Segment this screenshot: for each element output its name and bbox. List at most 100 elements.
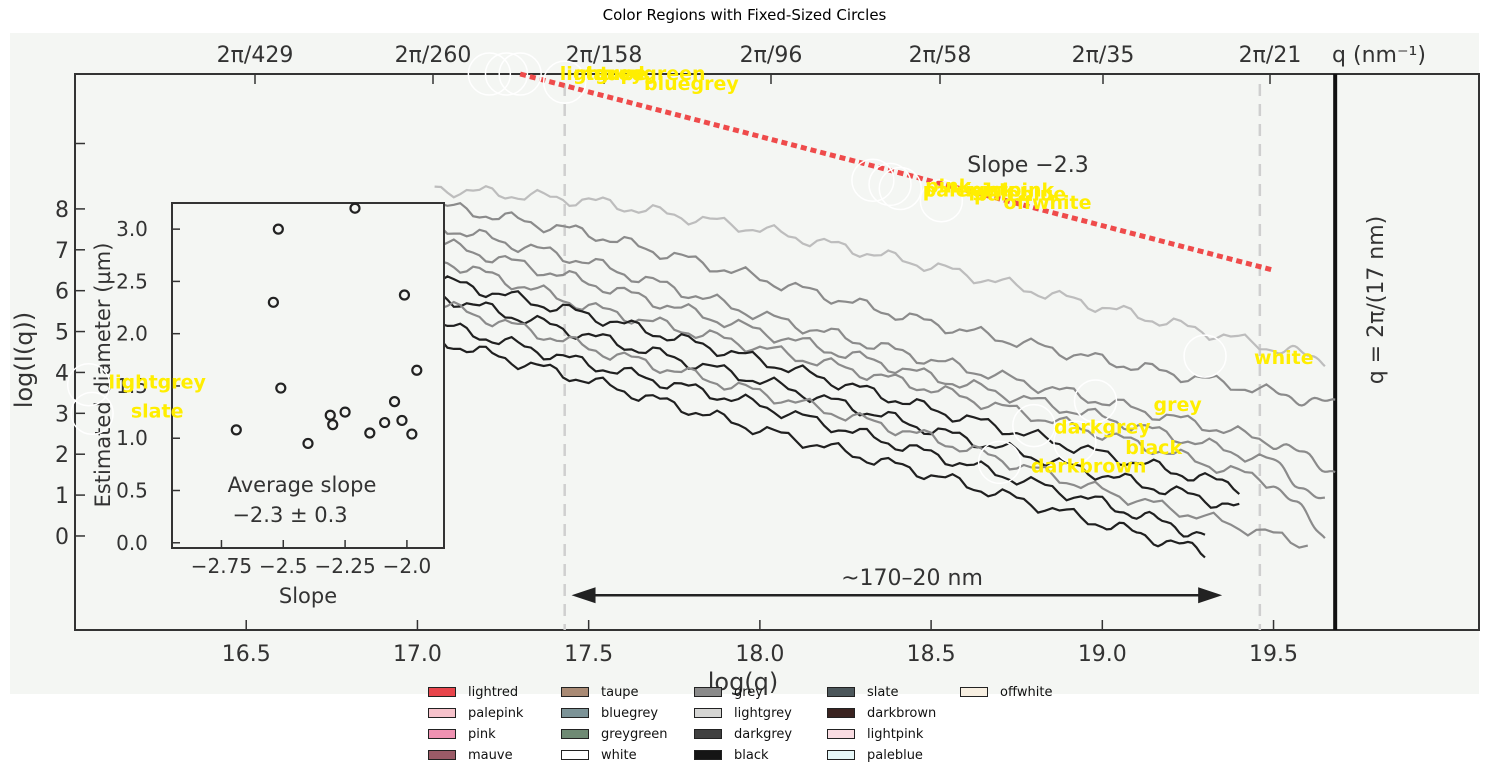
overlay-label-mauve: mauve [573, 63, 644, 85]
inset-scatter-point [327, 419, 339, 431]
legend-label: bluegrey [601, 705, 659, 721]
inset-scatter-point [396, 414, 408, 427]
overlay-label-lightgrey: lightgrey [108, 372, 206, 394]
data-curve [434, 238, 1326, 500]
x-tick-label: 17.0 [393, 642, 442, 667]
inset-y-tick-label: 1.5 [116, 374, 148, 398]
overlay-label-bluegrey: bluegrey [644, 73, 739, 95]
legend-label: greygreen [601, 726, 668, 742]
legend-item-slate: slate [827, 683, 898, 701]
legend-label: white [601, 747, 637, 763]
x-tick-label: 16.5 [222, 642, 271, 667]
inset-scatter-point [406, 428, 418, 440]
y-axis-label: log(I(q)) [10, 312, 38, 408]
inset-scatter-point [398, 289, 411, 301]
overlay-label-lightpink: lightpink [959, 180, 1055, 202]
inset-scatter-point [388, 396, 401, 408]
legend-swatch [561, 750, 589, 760]
data-curve [434, 275, 1241, 495]
overlay-circle [1073, 379, 1118, 423]
inset-y-tick-label: 3.0 [116, 217, 148, 241]
legend-label: palepink [468, 705, 524, 721]
legend-swatch [827, 708, 855, 718]
inset-scatter-point [230, 424, 242, 436]
data-curve [434, 201, 1336, 407]
inset-y-tick-label: 1.0 [116, 426, 148, 450]
data-curve [434, 184, 1326, 368]
top-tick-label: 2π/35 [1072, 43, 1135, 68]
y-tick-label: 0 [55, 525, 69, 550]
top-tick-label: 2π/260 [395, 43, 472, 68]
legend-item-offwhite: offwhite [960, 683, 1053, 701]
overlay-circle [1053, 420, 1097, 464]
legend-item-grey: grey [694, 683, 763, 701]
range-annotation: ~170–20 nm [841, 566, 983, 591]
overlay-label-slate: slate [131, 400, 184, 422]
chart-title: Color Regions with Fixed-Sized Circles [602, 6, 887, 24]
inset-x-tick-label: −2.75 [191, 554, 252, 578]
data-curve [433, 254, 1326, 539]
inset-annotation-line1: Average slope [228, 473, 377, 497]
inset-scatter-point [411, 364, 423, 376]
legend-label: lightgrey [734, 705, 792, 721]
legend-label: pink [468, 726, 496, 742]
legend-item-taupe: taupe [561, 683, 639, 701]
plot-frame [74, 73, 1480, 631]
inset-y-tick-label: 0.0 [116, 531, 148, 555]
legend-swatch [428, 750, 456, 760]
legend-swatch [827, 687, 855, 697]
inset-x-tick-label: −2.25 [314, 554, 375, 578]
legend-swatch [561, 708, 589, 718]
inset-scatter-point [302, 437, 314, 450]
overlay-label-grey: grey [1154, 394, 1203, 416]
overlay-circle [1183, 334, 1227, 378]
y-tick-label: 2 [55, 443, 69, 468]
curves-group [433, 184, 1336, 559]
overlay-circle [1012, 403, 1056, 448]
x-tick-label: 19.5 [1249, 642, 1298, 667]
overlay-circle [851, 158, 895, 203]
legend-label: offwhite [1000, 684, 1053, 700]
x-tick-label: 19.0 [1078, 642, 1127, 667]
overlay-circle [467, 52, 512, 96]
overlay-label-darkbrown: darkbrown [1031, 455, 1147, 477]
top-tick-label: 2π/96 [740, 43, 803, 68]
overlay-label-pink: pink [925, 175, 972, 197]
inset-x-tick-label: −2.0 [383, 554, 432, 578]
inset-frame [171, 202, 445, 549]
overlay-label-taupe: taupe [585, 63, 647, 85]
inset-y-axis-label: Estimated diameter (µm) [91, 243, 115, 508]
legend-item-white: white [561, 746, 637, 764]
legend-swatch [827, 750, 855, 760]
y-tick-label: 4 [55, 361, 69, 386]
overlay-circle [66, 362, 111, 407]
range-arrow-head-right [1198, 587, 1223, 604]
inset-scatter-point [267, 296, 279, 308]
y-tick-label: 7 [55, 239, 69, 264]
legend-swatch [694, 687, 722, 697]
data-curve [434, 322, 1206, 538]
y-tick-label: 8 [55, 198, 69, 223]
legend-label: mauve [468, 747, 513, 763]
overlay-label-palepink: palepink [923, 180, 1015, 202]
legend-label: grey [734, 684, 764, 700]
legend-item-darkgrey: darkgrey [694, 725, 792, 743]
legend-swatch [428, 729, 456, 739]
legend-label: black [734, 747, 769, 763]
legend-swatch [561, 729, 589, 739]
data-curve [434, 300, 1309, 549]
inset-y-tick-label: 2.5 [116, 269, 148, 293]
y-tick-label: 3 [55, 402, 69, 427]
y-tick-label: 6 [55, 280, 69, 305]
legend-swatch [694, 708, 722, 718]
inset-scatter-point [349, 202, 361, 214]
top-tick-label: 2π/158 [566, 43, 643, 68]
legend-item-lightgrey: lightgrey [694, 704, 792, 722]
inset-x-tick-label: −2.5 [259, 554, 308, 578]
legend-label: darkbrown [867, 705, 937, 721]
x-tick-label: 18.5 [907, 642, 956, 667]
overlay-circle [919, 178, 964, 223]
top-tick-label: 2π/21 [1239, 43, 1302, 68]
